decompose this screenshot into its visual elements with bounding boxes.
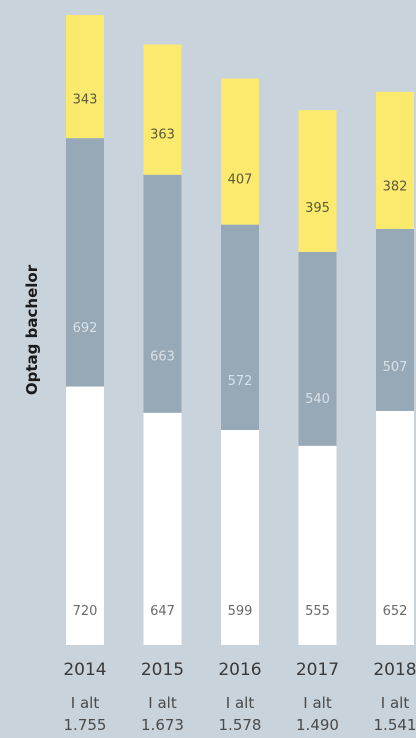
bar-value-label: 395 <box>305 201 330 216</box>
bar-segment-2016-2 <box>221 78 259 225</box>
bar-segment-2018-1 <box>376 228 414 411</box>
bar-segment-2017-2 <box>298 110 337 252</box>
bar-segment-2016-0 <box>221 429 259 645</box>
bar-value-label: 663 <box>150 349 175 364</box>
bar-value-label: 572 <box>228 374 253 389</box>
bar-value-label: 507 <box>383 360 408 375</box>
bar-value-label: 647 <box>150 604 175 619</box>
bar-segment-2018-0 <box>376 410 414 645</box>
x-tick-label: 2018 <box>373 660 416 680</box>
total-prefix-label: I alt <box>303 694 332 712</box>
bar-value-label: 692 <box>73 321 98 336</box>
total-prefix-label: I alt <box>226 694 255 712</box>
bar-value-label: 407 <box>228 173 253 188</box>
bar-value-label: 540 <box>305 392 330 407</box>
x-tick-label: 2014 <box>63 660 106 680</box>
bar-segment-2014-1 <box>66 138 104 387</box>
bar-segment-2017-0 <box>298 445 337 645</box>
total-value-label: 1.673 <box>141 716 184 734</box>
bar-value-label: 343 <box>73 93 98 108</box>
x-tick-label: 2017 <box>296 660 339 680</box>
bar-value-label: 599 <box>228 604 253 619</box>
bar-value-label: 382 <box>383 180 408 195</box>
bar-segment-2014-0 <box>66 386 104 645</box>
bar-segment-2014-2 <box>66 15 104 139</box>
bar-value-label: 363 <box>150 127 175 142</box>
total-prefix-label: I alt <box>381 694 410 712</box>
total-value-label: 1.490 <box>296 716 339 734</box>
bar-value-label: 720 <box>73 604 98 619</box>
bar-segment-2015-2 <box>143 44 182 175</box>
total-value-label: 1.755 <box>64 716 107 734</box>
bar-segment-2016-1 <box>221 224 259 430</box>
bar-segment-2015-1 <box>143 174 182 413</box>
bar-segment-2017-1 <box>298 251 337 446</box>
total-value-label: 1.578 <box>219 716 262 734</box>
x-tick-label: 2016 <box>218 660 261 680</box>
x-tick-label: 2015 <box>141 660 184 680</box>
bar-segment-2018-2 <box>376 91 414 229</box>
bar-value-label: 555 <box>305 604 330 619</box>
bar-value-label: 652 <box>383 604 408 619</box>
total-prefix-label: I alt <box>71 694 100 712</box>
bar-segment-2015-0 <box>143 412 182 645</box>
total-value-label: 1.541 <box>374 716 416 734</box>
total-prefix-label: I alt <box>148 694 177 712</box>
